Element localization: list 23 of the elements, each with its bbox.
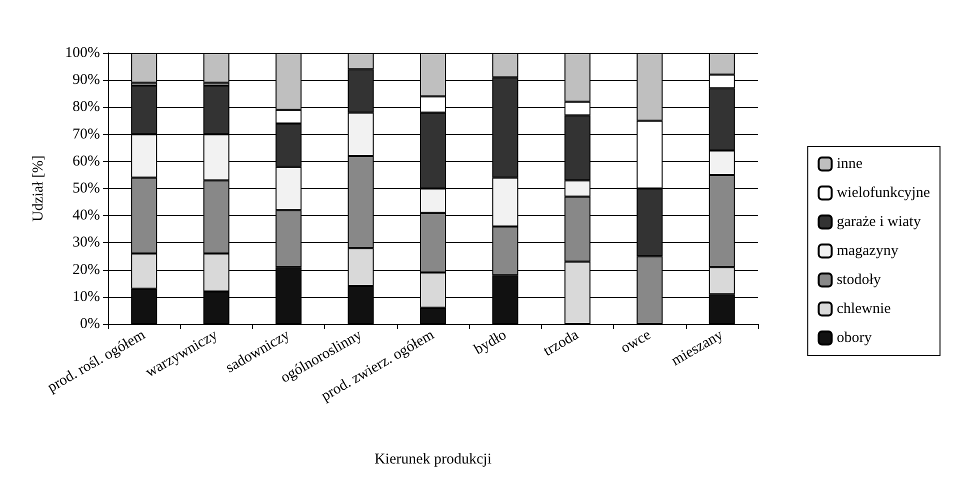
y-tick-label: 60% xyxy=(72,153,100,170)
y-tick-label: 90% xyxy=(72,72,100,88)
x-tick-label: owce xyxy=(618,326,654,357)
y-tick-label: 100% xyxy=(65,45,100,61)
legend-label: wielofunkcyjne xyxy=(836,185,930,201)
y-axis-title: Udział [%] xyxy=(30,155,46,222)
y-tick-label: 30% xyxy=(72,234,100,251)
y-tick-label: 20% xyxy=(72,262,100,278)
x-tick-label: bydło xyxy=(472,327,510,358)
y-tick-label: 0% xyxy=(80,316,100,332)
x-axis-title: Kierunek produkcji xyxy=(374,452,492,468)
legend-label: obory xyxy=(836,330,872,346)
y-tick-label: 40% xyxy=(72,208,100,224)
legend-label: garaże i wiaty xyxy=(836,214,922,230)
legend-label: inne xyxy=(836,156,863,172)
legend-label: chlewnie xyxy=(836,301,892,317)
legend-label: stodoły xyxy=(836,272,882,288)
y-tick-label: 50% xyxy=(72,180,100,196)
x-tick-label: trzoda xyxy=(541,326,582,360)
y-tick-label: 70% xyxy=(72,126,100,142)
legend-label: magazyny xyxy=(836,243,899,259)
y-tick-label: 10% xyxy=(72,288,100,305)
y-tick-label: 80% xyxy=(72,99,100,116)
